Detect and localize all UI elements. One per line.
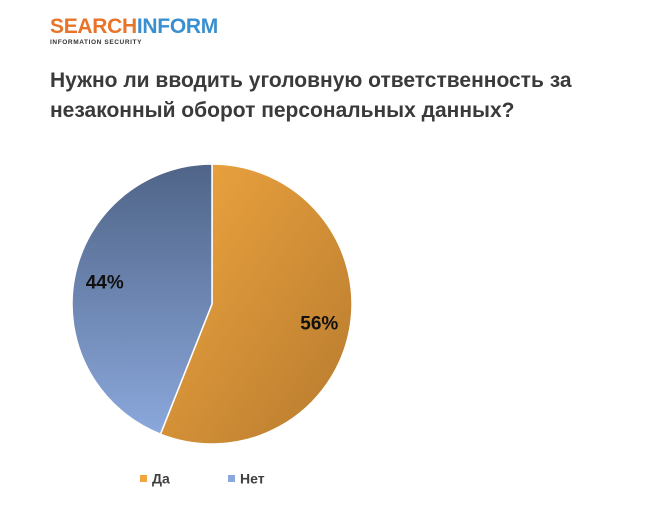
legend-item-yes: Да <box>140 471 170 487</box>
legend-label: Нет <box>240 471 265 487</box>
pie-slice-yes <box>159 163 353 445</box>
logo: SEARCHINFORM INFORMATION SECURITY <box>50 16 218 47</box>
slice-label-no: 44% <box>86 273 124 294</box>
legend-label: Да <box>152 471 170 487</box>
chart-title: Нужно ли вводить уголовную ответственнос… <box>50 69 572 122</box>
logo-part-inform: INFORM <box>136 15 218 38</box>
legend-swatch <box>228 475 235 482</box>
slice-label-yes: 56% <box>300 313 338 334</box>
logo-tagline: INFORMATION SECURITY <box>50 39 143 46</box>
pie-slice-no <box>71 163 213 436</box>
legend-swatch <box>140 475 147 482</box>
logo-wordmark: SEARCHINFORM <box>50 16 218 38</box>
legend-item-no: Нет <box>228 471 265 487</box>
logo-part-search: SEARCH <box>50 15 137 38</box>
